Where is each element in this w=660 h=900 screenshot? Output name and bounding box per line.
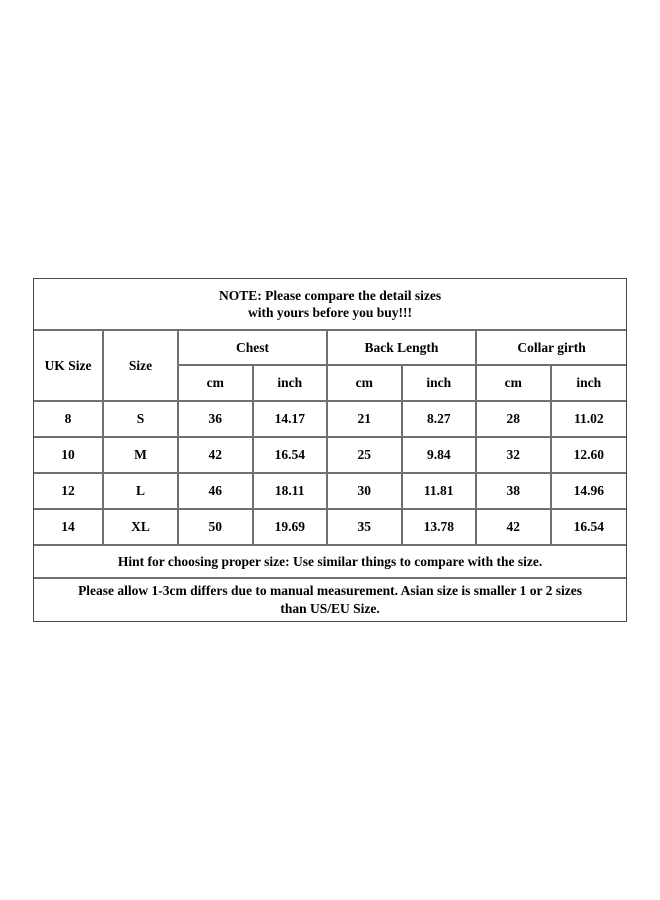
size-chart-container: NOTE: Please compare the detail sizes wi… (33, 278, 628, 622)
note-row: NOTE: Please compare the detail sizes wi… (34, 279, 627, 331)
cell-collar-girth-inch: 12.60 (551, 438, 627, 474)
cell-back-length-inch: 11.81 (402, 474, 477, 510)
disclaimer-line-1: Please allow 1-3cm differs due to manual… (78, 583, 583, 599)
header-unit-row: cm inch cm inch cm inch (34, 366, 627, 402)
header-uk-size: UK Size (34, 331, 104, 402)
cell-chest-cm: 50 (179, 510, 254, 546)
header-group-chest: Chest (179, 331, 328, 366)
cell-collar-girth-cm: 42 (477, 510, 552, 546)
cell-chest-cm: 36 (179, 402, 254, 438)
cell-back-length-cm: 30 (328, 474, 403, 510)
hint-row: Hint for choosing proper size: Use simil… (34, 546, 627, 579)
cell-size: M (104, 438, 179, 474)
header-unit-collar-girth-cm: cm (477, 366, 552, 402)
header-size: Size (104, 331, 179, 402)
cell-back-length-inch: 8.27 (402, 402, 477, 438)
cell-collar-girth-cm: 32 (477, 438, 552, 474)
table-row: 14 XL 50 19.69 35 13.78 42 16.54 (34, 510, 627, 546)
cell-uk-size: 14 (34, 510, 104, 546)
cell-chest-cm: 46 (179, 474, 254, 510)
cell-chest-inch: 19.69 (253, 510, 328, 546)
table-row: 8 S 36 14.17 21 8.27 28 11.02 (34, 402, 627, 438)
disclaimer-line-2: than US/EU Size. (280, 601, 380, 616)
header-group-back-length: Back Length (328, 331, 477, 366)
cell-size: L (104, 474, 179, 510)
cell-collar-girth-inch: 16.54 (551, 510, 627, 546)
cell-size: XL (104, 510, 179, 546)
header-unit-chest-cm: cm (179, 366, 254, 402)
cell-chest-inch: 18.11 (253, 474, 328, 510)
cell-collar-girth-cm: 38 (477, 474, 552, 510)
cell-uk-size: 10 (34, 438, 104, 474)
header-unit-back-length-cm: cm (328, 366, 403, 402)
cell-back-length-inch: 13.78 (402, 510, 477, 546)
cell-chest-inch: 16.54 (253, 438, 328, 474)
cell-back-length-inch: 9.84 (402, 438, 477, 474)
note-cell: NOTE: Please compare the detail sizes wi… (34, 279, 627, 331)
disclaimer-cell: Please allow 1-3cm differs due to manual… (34, 579, 627, 621)
note-line-1: NOTE: Please compare the detail sizes (219, 287, 442, 303)
table-row: 12 L 46 18.11 30 11.81 38 14.96 (34, 474, 627, 510)
header-unit-chest-inch: inch (253, 366, 328, 402)
cell-back-length-cm: 35 (328, 510, 403, 546)
cell-chest-inch: 14.17 (253, 402, 328, 438)
header-unit-back-length-inch: inch (402, 366, 477, 402)
cell-collar-girth-cm: 28 (477, 402, 552, 438)
cell-uk-size: 12 (34, 474, 104, 510)
header-unit-collar-girth-inch: inch (551, 366, 627, 402)
disclaimer-row: Please allow 1-3cm differs due to manual… (34, 579, 627, 621)
table-row: 10 M 42 16.54 25 9.84 32 12.60 (34, 438, 627, 474)
cell-collar-girth-inch: 14.96 (551, 474, 627, 510)
note-line-2: with yours before you buy!!! (248, 305, 413, 320)
header-group-row: UK Size Size Chest Back Length Collar gi… (34, 331, 627, 402)
size-chart-table: NOTE: Please compare the detail sizes wi… (33, 278, 628, 622)
cell-collar-girth-inch: 11.02 (551, 402, 627, 438)
cell-back-length-cm: 25 (328, 438, 403, 474)
cell-chest-cm: 42 (179, 438, 254, 474)
header-group-collar-girth: Collar girth (477, 331, 627, 366)
cell-uk-size: 8 (34, 402, 104, 438)
hint-cell: Hint for choosing proper size: Use simil… (34, 546, 627, 579)
cell-size: S (104, 402, 179, 438)
cell-back-length-cm: 21 (328, 402, 403, 438)
